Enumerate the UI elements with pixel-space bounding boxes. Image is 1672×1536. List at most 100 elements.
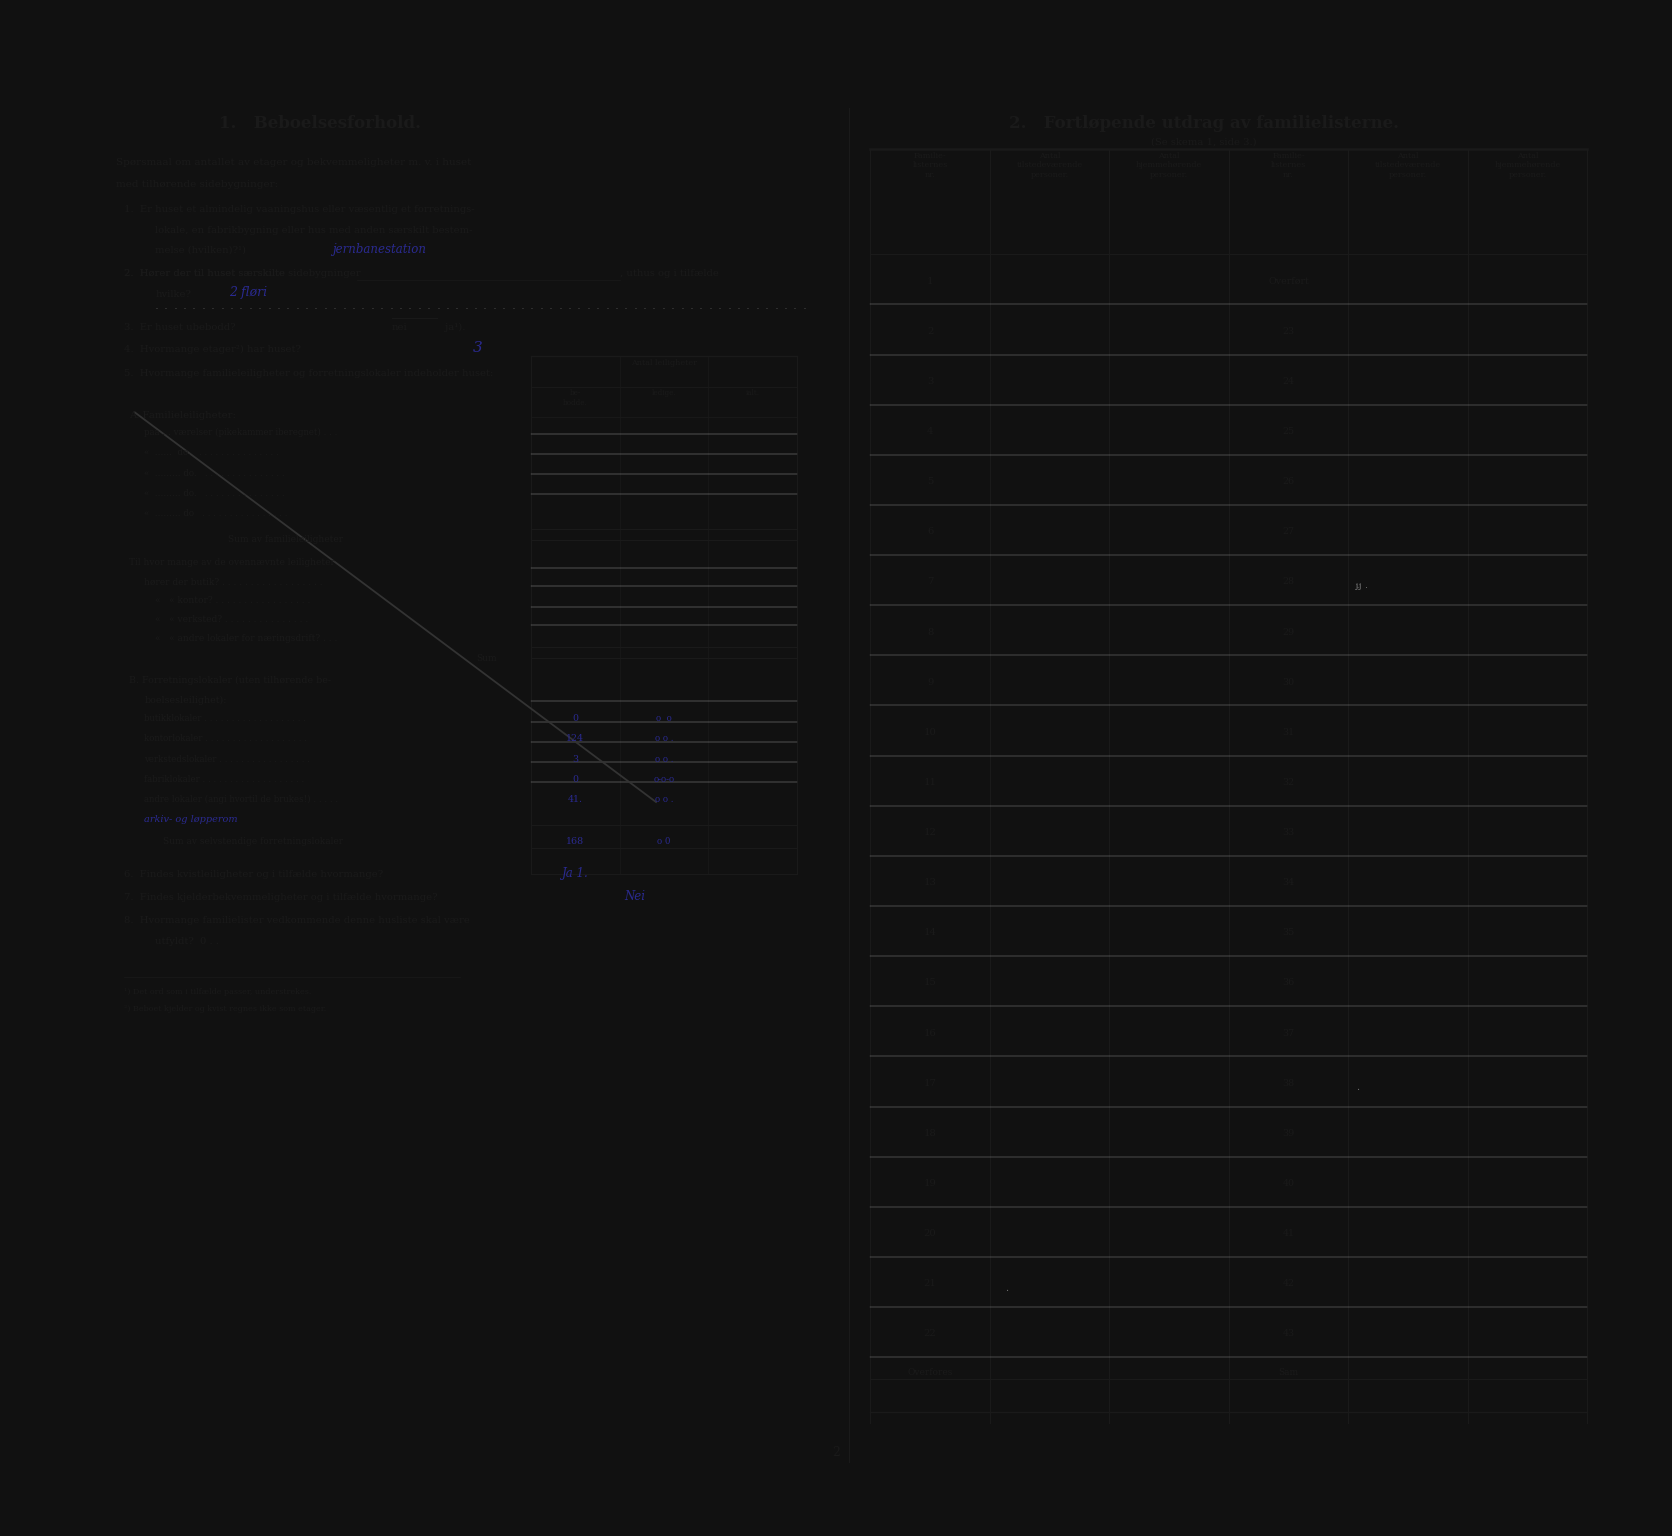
Text: .: .	[681, 304, 684, 310]
Text: ²) Beboet kjelder og kvist regnes ikke som etager.: ²) Beboet kjelder og kvist regnes ikke s…	[124, 1005, 326, 1012]
Text: .: .	[483, 304, 487, 310]
Text: .: .	[353, 304, 354, 310]
Text: , uthus og i tilfælde: , uthus og i tilfælde	[620, 269, 719, 278]
Text: .: .	[709, 304, 711, 310]
Text: .: .	[231, 304, 232, 310]
Text: 11: 11	[923, 777, 936, 786]
Text: .: .	[512, 304, 513, 310]
Text: .: .	[719, 304, 721, 310]
Text: .: .	[306, 304, 308, 310]
Text: 19: 19	[923, 1180, 936, 1187]
Text: 12: 12	[923, 828, 936, 837]
Text: .: .	[164, 304, 167, 310]
Text: .: .	[652, 304, 655, 310]
Text: .: .	[766, 304, 767, 310]
Text: lokale, en fabrikbygning eller hus med anden særskilt bestem-: lokale, en fabrikbygning eller hus med a…	[155, 226, 473, 235]
Text: hvilke?: hvilke?	[155, 290, 191, 300]
Text: .: .	[558, 304, 562, 310]
Text: 3: 3	[473, 341, 483, 355]
Text: .: .	[436, 304, 440, 310]
Text: utfyldt?  0 . .: utfyldt? 0 . .	[155, 937, 219, 946]
Text: .: .	[794, 304, 796, 310]
Text: .: .	[408, 304, 411, 310]
Text: 21: 21	[923, 1279, 936, 1289]
Text: 18: 18	[923, 1129, 936, 1138]
Text: .: .	[314, 304, 318, 310]
Text: andre lokaler (angi hvortil de brukes!) . . . . .: andre lokaler (angi hvortil de brukes!) …	[144, 794, 338, 803]
Text: .: .	[550, 304, 552, 310]
Text: Nei: Nei	[625, 889, 645, 903]
Text: Sum: Sum	[477, 654, 497, 664]
Text: 22: 22	[925, 1329, 936, 1338]
Text: .: .	[259, 304, 261, 310]
Text: (Se skema 1, side 3.): (Se skema 1, side 3.)	[1150, 138, 1257, 147]
Text: Overfores: Overfores	[908, 1369, 953, 1378]
Text: 1.  Er huset et almindelig vaaningshus eller væsentlig et forretnings-: 1. Er huset et almindelig vaaningshus el…	[124, 206, 475, 215]
Text: .: .	[465, 304, 466, 310]
Text: 17: 17	[923, 1078, 936, 1087]
Text: «  ……… do.   . . . . . . . . . . . . . . .: « ……… do. . . . . . . . . . . . . . . .	[144, 488, 284, 498]
Text: 41.: 41.	[568, 794, 582, 803]
Text: 8: 8	[926, 628, 933, 636]
Text: o o .: o o .	[655, 794, 674, 803]
Text: 7.  Findes kjelderbekvemmeligheter og i tilfælde hvormange?: 7. Findes kjelderbekvemmeligheter og i t…	[124, 892, 443, 902]
Text: 8.  Hvormange familielister vedkommende denne husliste skal være: 8. Hvormange familielister vedkommende d…	[124, 915, 470, 925]
Text: Antal leiligheter: Antal leiligheter	[630, 359, 697, 367]
Text: 7: 7	[926, 578, 933, 587]
Text: .: .	[691, 304, 692, 310]
Text: kontorlokaler . . . . . . . . . . . . . . . . . . .: kontorlokaler . . . . . . . . . . . . . …	[144, 734, 308, 743]
Text: «   « kontor? . . . . . . . . . . . . . . . . .: « « kontor? . . . . . . . . . . . . . . …	[155, 596, 311, 605]
Text: .: .	[174, 304, 176, 310]
Text: .: .	[1356, 1083, 1359, 1092]
Text: A. Familieleiligheter:: A. Familieleiligheter:	[129, 412, 236, 419]
Text: .: .	[1005, 1284, 1008, 1293]
Text: 2.   Fortløpende utdrag av familielisterne.: 2. Fortløpende utdrag av familielisterne…	[1008, 115, 1399, 132]
Text: 15: 15	[923, 978, 936, 988]
Text: .: .	[343, 304, 344, 310]
Text: 13: 13	[923, 879, 936, 888]
Text: 14: 14	[923, 928, 936, 937]
Text: Antal
tilstedeværende
personer.: Antal tilstedeværende personer.	[1017, 152, 1083, 178]
Text: 6.  Findes kvistleiligheter og i tilfælde hvormange?: 6. Findes kvistleiligheter og i tilfælde…	[124, 869, 390, 879]
Text: butikklokaler . . . . . . . . . . . . . . . . . . .: butikklokaler . . . . . . . . . . . . . …	[144, 714, 306, 723]
Text: 4.  Hvormange etager²) har huset?: 4. Hvormange etager²) har huset?	[124, 346, 308, 353]
Text: .: .	[803, 304, 806, 310]
Text: 3: 3	[926, 376, 933, 386]
Text: hører der butik? . . . . . . . . . . . . . . . . . .: hører der butik? . . . . . . . . . . . .…	[144, 578, 323, 587]
Text: .: .	[446, 304, 448, 310]
Text: o  o: o o	[655, 714, 672, 723]
Text: ledige.: ledige.	[652, 390, 675, 398]
Text: 31: 31	[1282, 728, 1294, 737]
Text: .: .	[239, 304, 242, 310]
Text: B. Forretningslokaler (uten tilhørende be-: B. Forretningslokaler (uten tilhørende b…	[129, 676, 331, 685]
Text: 168: 168	[567, 837, 584, 845]
Text: «  ……… do   . . . . . . . . . . . . . . . .: « ……… do . . . . . . . . . . . . . . . .	[144, 508, 288, 518]
Text: «  ……… do.   . . . . . . . . . . . . . . .: « ……… do. . . . . . . . . . . . . . . .	[144, 468, 284, 478]
Text: 2: 2	[833, 1445, 839, 1459]
Text: 27: 27	[1282, 527, 1294, 536]
Text: .: .	[662, 304, 664, 310]
Text: 23: 23	[1282, 327, 1294, 336]
Text: .: .	[418, 304, 420, 310]
Text: .: .	[221, 304, 222, 310]
Text: 24: 24	[1282, 376, 1294, 386]
Text: 3.  Er huset ubebodd?: 3. Er huset ubebodd?	[124, 323, 242, 332]
Text: .: .	[155, 304, 157, 310]
Text: 124: 124	[567, 734, 584, 743]
Text: «  ……  do.   . . . . . . . . . . . . . . .: « …… do. . . . . . . . . . . . . . . .	[144, 449, 279, 458]
Text: .: .	[361, 304, 364, 310]
Text: .: .	[615, 304, 617, 310]
Text: 32: 32	[1282, 777, 1294, 786]
Text: 38: 38	[1282, 1078, 1294, 1087]
Text: .: .	[249, 304, 251, 310]
Text: 9: 9	[926, 677, 933, 687]
Text: 42: 42	[1282, 1279, 1294, 1289]
Text: .: .	[579, 304, 580, 310]
Text: .: .	[286, 304, 289, 310]
Text: .: .	[428, 304, 430, 310]
Text: .: .	[587, 304, 589, 310]
Text: «   « andre lokaler for næringsdrift? . . .: « « andre lokaler for næringsdrift? . . …	[155, 634, 338, 644]
Text: 1: 1	[926, 276, 933, 286]
Text: Sam: Sam	[1279, 1369, 1299, 1378]
Text: .: .	[737, 304, 739, 310]
